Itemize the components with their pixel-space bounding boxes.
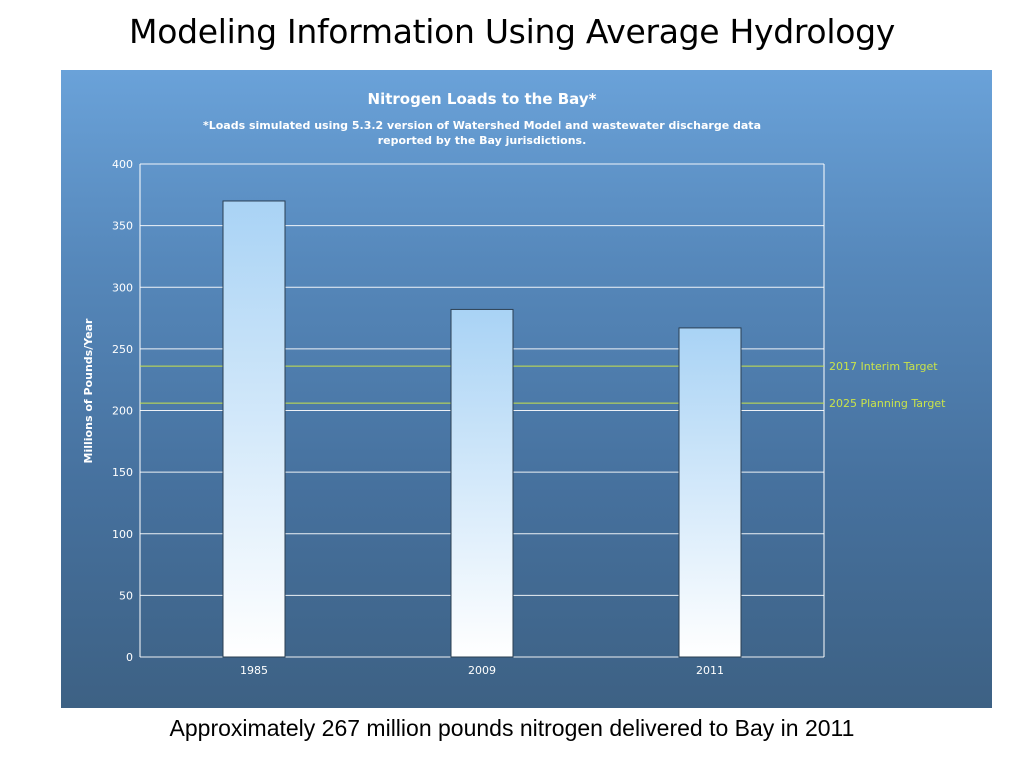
x-tick-label: 1985 (240, 664, 268, 677)
bar-layer (222, 200, 742, 658)
y-tick-label: 300 (112, 281, 133, 294)
chart-panel: Nitrogen Loads to the Bay* *Loads simula… (61, 70, 992, 708)
bar (450, 308, 514, 658)
target-label: 2017 Interim Target (829, 360, 938, 373)
y-tick-label: 0 (126, 651, 133, 664)
y-tick-label: 100 (112, 528, 133, 541)
slide-title: Modeling Information Using Average Hydro… (129, 12, 895, 51)
bar (222, 200, 286, 658)
x-tick-label: 2009 (468, 664, 496, 677)
y-tick-label: 150 (112, 466, 133, 479)
bar (678, 327, 742, 658)
x-tick-label: 2011 (696, 664, 724, 677)
y-tick-label: 350 (112, 220, 133, 233)
chart-title: Nitrogen Loads to the Bay* (368, 90, 597, 108)
target-label: 2025 Planning Target (829, 397, 946, 410)
chart-subtitle-line-1: *Loads simulated using 5.3.2 version of … (203, 119, 761, 132)
y-tick-label: 200 (112, 405, 133, 418)
y-tick-label: 250 (112, 343, 133, 356)
y-tick-label: 400 (112, 158, 133, 171)
tick-layer: 0 50 100 150 200 250 300 350 400 1985 2009 2011 (112, 158, 724, 677)
slide-caption: Approximately 267 million pounds nitroge… (169, 715, 855, 741)
y-axis-label: Millions of Pounds/Year (82, 318, 95, 464)
nitrogen-loads-chart: Nitrogen Loads to the Bay* *Loads simula… (82, 90, 946, 677)
chart-subtitle-line-2: reported by the Bay jurisdictions. (378, 134, 587, 147)
y-tick-label: 50 (119, 589, 133, 602)
